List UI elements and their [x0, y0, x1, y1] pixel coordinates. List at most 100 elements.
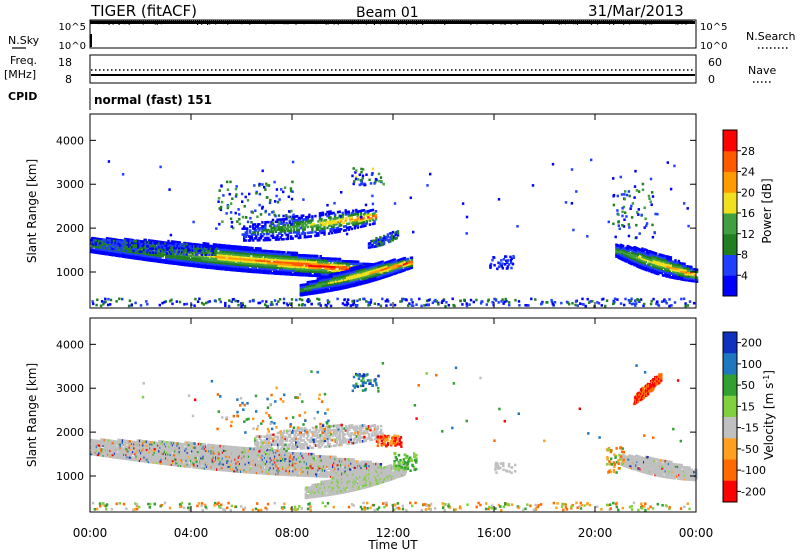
echo-cell: [318, 216, 322, 219]
echo-cell: [261, 229, 264, 232]
echo-cell: [247, 250, 251, 254]
echo-cell: [294, 225, 297, 228]
echo-cell: [99, 245, 102, 249]
echo-cell: [265, 220, 269, 224]
echo-cell: [224, 244, 227, 247]
echo-cell: [676, 265, 679, 269]
echo-cell: [331, 273, 335, 276]
echo-cell: [293, 261, 296, 265]
echo-cell: [185, 263, 188, 267]
echo-cell: [327, 216, 331, 220]
echo-cell: [144, 246, 147, 250]
echo-cell: [344, 209, 347, 212]
echo-cell: [185, 257, 188, 261]
echo-cell: [355, 210, 358, 214]
echo-cell: [291, 180, 294, 184]
echo-cell: [294, 231, 297, 234]
echo-cell: [386, 235, 390, 238]
echo-cell: [347, 222, 350, 225]
echo-cell: [103, 242, 106, 246]
echo-cell: [308, 270, 311, 273]
echo-cell: [249, 229, 252, 232]
echo-cell: [256, 227, 259, 230]
echo-cell: [621, 210, 624, 214]
echo-cell: [302, 220, 305, 223]
echo-cell: [359, 211, 363, 215]
echo-cell: [362, 220, 366, 224]
echo-cell: [132, 239, 135, 243]
echo-cell: [326, 226, 329, 230]
echo-cell: [321, 227, 325, 230]
echo-cell: [489, 266, 492, 269]
echo-cell: [146, 243, 150, 246]
echo-cell: [327, 269, 330, 272]
echo-cell: [344, 274, 347, 278]
echo-cell: [218, 222, 221, 226]
echo-cell: [197, 245, 200, 248]
echo-cell: [130, 245, 134, 249]
echo-cell: [309, 221, 313, 224]
echo-cell: [628, 226, 631, 229]
echo-cell: [137, 242, 140, 245]
echo-cell: [321, 261, 325, 264]
echo-cell: [132, 245, 135, 249]
nsearch-tick-bottom: 10^0: [700, 41, 727, 52]
echo-cell: [272, 258, 276, 261]
echo-cell: [172, 260, 176, 263]
echo-cell: [335, 217, 338, 220]
echo-cell: [352, 167, 355, 170]
echo-cell: [332, 219, 335, 223]
echo-cell: [299, 236, 302, 239]
echo-cell: [209, 266, 212, 270]
echo-cell: [230, 221, 234, 224]
echo-cell: [219, 205, 223, 209]
echo-cell: [192, 220, 195, 224]
echo-cell: [649, 200, 652, 203]
echo-cell: [311, 231, 314, 234]
echo-cell: [194, 245, 197, 248]
echo-cell: [112, 251, 116, 255]
echo-cell: [648, 261, 651, 265]
echo-cell: [132, 252, 135, 256]
echo-cell: [202, 245, 205, 248]
echo-cell: [371, 214, 375, 218]
echo-cell: [319, 255, 322, 258]
echo-cell: [551, 162, 555, 166]
echo-cell: [126, 241, 129, 244]
echo-cell: [297, 230, 300, 234]
echo-cell: [302, 198, 305, 201]
echo-cell: [550, 300, 554, 304]
echo-cell: [260, 267, 263, 270]
echo-cell: [386, 266, 389, 270]
echo-cell: [356, 212, 359, 215]
echo-cell: [371, 239, 374, 243]
echo-cell: [647, 265, 650, 268]
echo-cell: [359, 221, 363, 225]
echo-cell: [197, 247, 200, 250]
echo-cell: [302, 226, 305, 229]
echo-cell: [159, 246, 163, 249]
echo-cell: [203, 253, 206, 256]
echo-cell: [296, 224, 299, 228]
echo-cell: [94, 241, 97, 244]
echo-cell: [338, 210, 341, 214]
echo-cell: [348, 269, 351, 273]
echo-cell: [676, 261, 679, 265]
echo-cell: [391, 230, 395, 234]
echo-cell: [172, 244, 176, 248]
echo-cell: [246, 199, 250, 202]
echo-cell: [247, 258, 251, 261]
echo-cell: [429, 172, 432, 176]
echo-cell: [243, 250, 246, 253]
echo-cell: [124, 247, 128, 250]
echo-cell: [322, 263, 326, 266]
echo-cell: [291, 217, 294, 221]
echo-cell: [263, 259, 267, 263]
echo-cell: [377, 172, 381, 176]
echo-cell: [437, 303, 440, 306]
echo-cell: [315, 224, 319, 227]
echo-cell: [164, 246, 167, 249]
echo-cell: [333, 215, 337, 218]
echo-cell: [259, 233, 263, 236]
echo-cell: [307, 268, 310, 271]
